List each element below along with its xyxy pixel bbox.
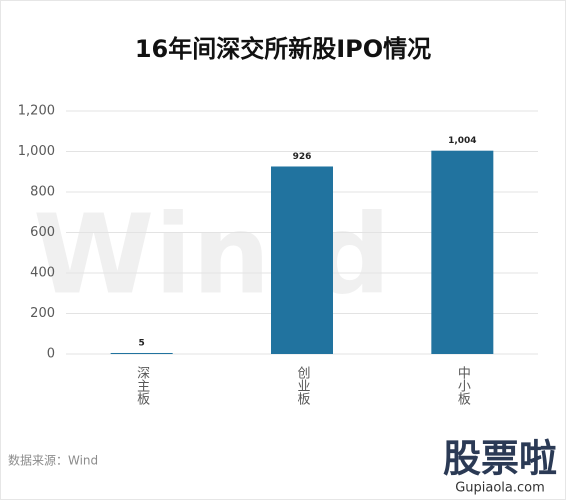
y-tick-label: 1,000 — [18, 144, 55, 159]
bar — [271, 166, 333, 354]
value-label: 5 — [139, 338, 145, 348]
value-label: 926 — [293, 152, 312, 162]
bar — [431, 150, 494, 354]
x-tick-label: 创业板 — [295, 366, 311, 406]
y-tick-label: 1,200 — [18, 104, 55, 119]
value-label: 1,004 — [448, 136, 476, 146]
y-tick-label: 600 — [30, 225, 55, 240]
y-tick-label: 400 — [30, 266, 55, 281]
x-tick-label: 中小板 — [455, 366, 471, 406]
y-tick-label: 0 — [47, 347, 55, 362]
watermark: Win.d — [33, 190, 391, 318]
x-tick-label: 深主板 — [134, 366, 150, 406]
y-tick-label: 800 — [30, 185, 55, 200]
y-tick-label: 200 — [30, 306, 55, 321]
chart-title: 16年间深交所新股IPO情况 — [135, 35, 431, 63]
bar — [110, 352, 173, 354]
logo-url: Gupiaola.com — [455, 481, 545, 496]
source: 数据来源：Wind — [8, 453, 98, 468]
logo: 股票啦 — [443, 437, 557, 481]
